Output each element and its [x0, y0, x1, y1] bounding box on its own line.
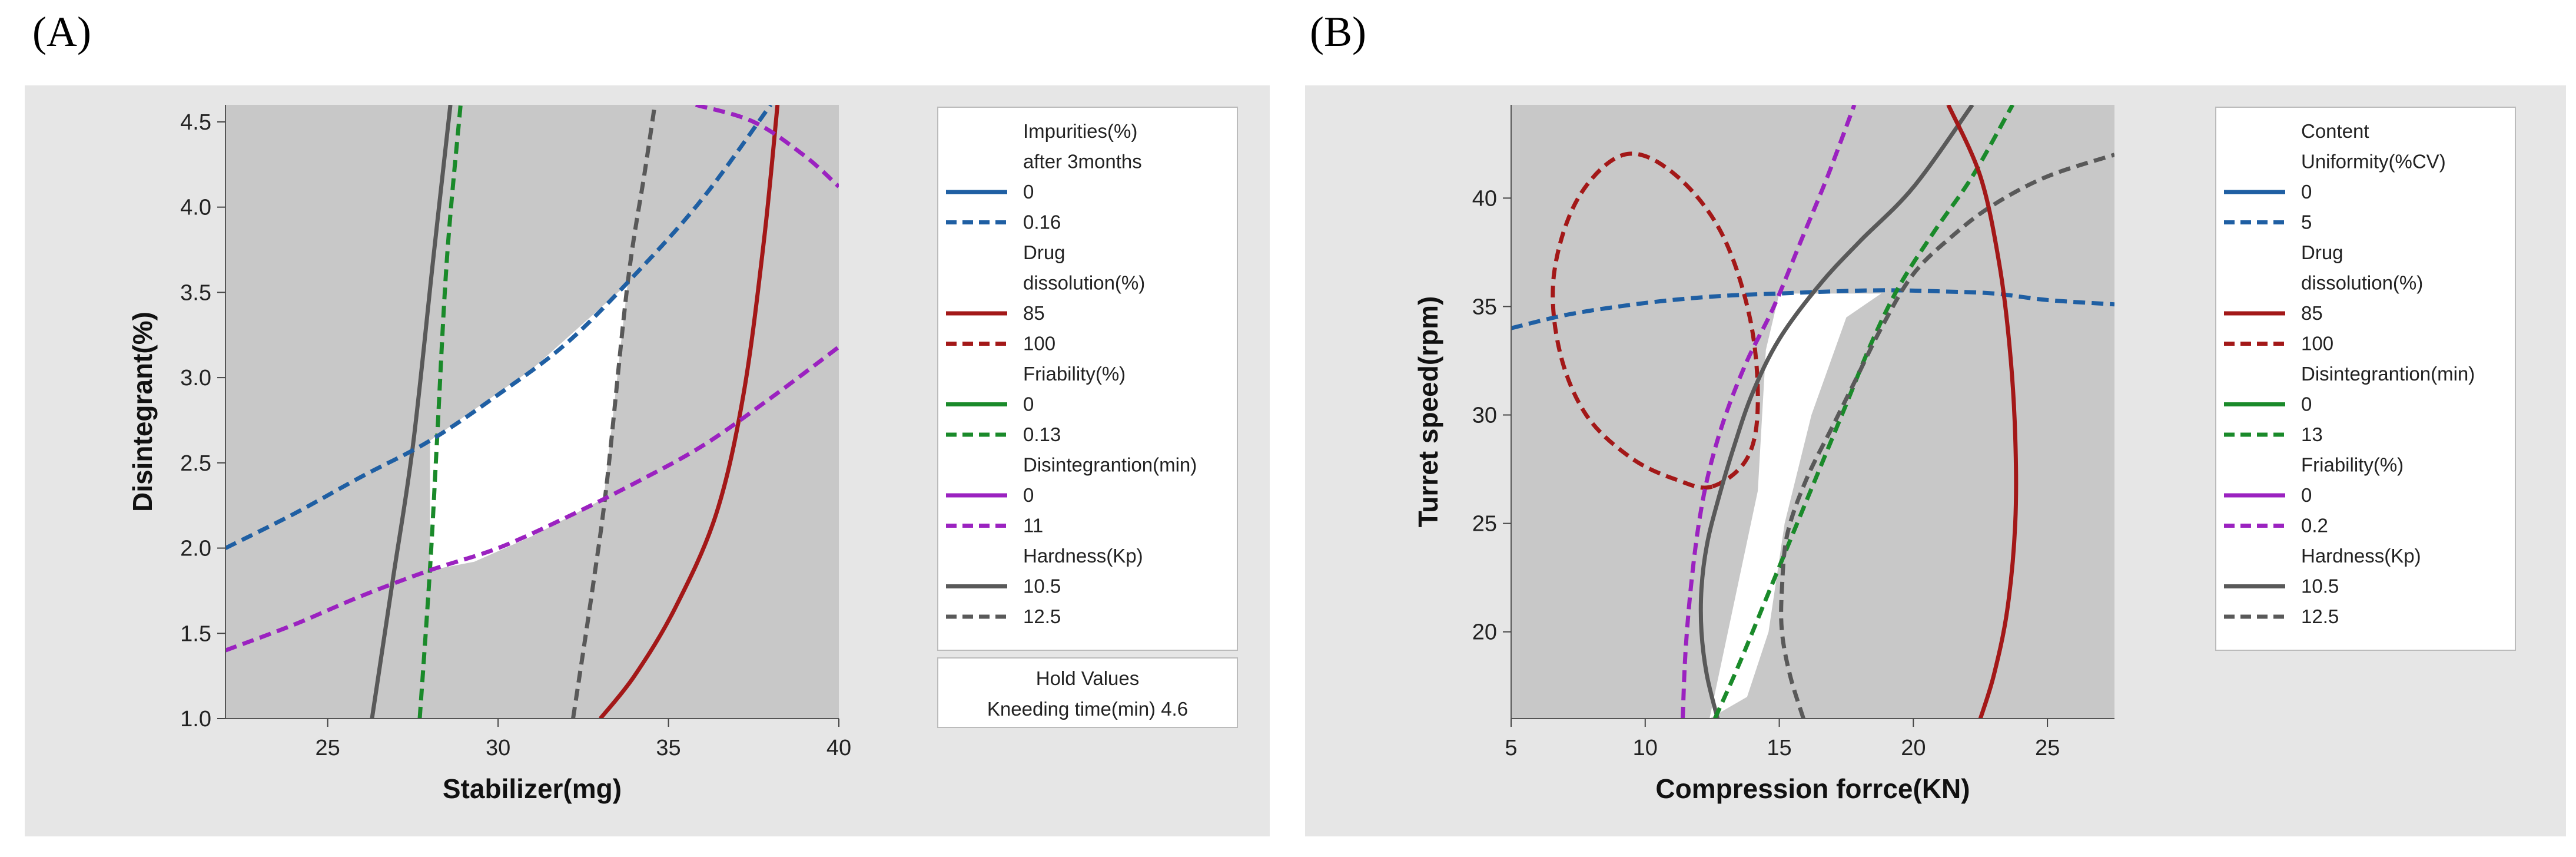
y-tick-label: 4.5: [180, 110, 211, 135]
x-tick-label: 15: [1767, 736, 1791, 760]
legend-group-title: Hardness(Kp): [2301, 545, 2421, 567]
y-tick-label: 20: [1472, 620, 1497, 645]
legend-entry-label: 10.5: [2301, 575, 2339, 597]
legend-entry-label: 0: [1023, 484, 1034, 506]
panel-a-legend: Impurities(%) after 3months 0 0.16 Drug disso…: [937, 107, 1238, 728]
legend-entry-label: 0: [2301, 484, 2312, 506]
y-tick-label: 2.5: [180, 451, 211, 476]
y-tick-label: 1.0: [180, 707, 211, 732]
x-tick-label: 25: [2035, 736, 2060, 760]
hold-values-text: Kneeding time(min) 4.6: [987, 698, 1188, 720]
panel-a: (A) 25 30 35 40 1.0 1.5 2.0 2.5 3.0 3.5 4.0 4.5 Stab…: [25, 8, 1270, 836]
legend-entry-label: 0: [1023, 393, 1034, 415]
y-tick-label: 4.0: [180, 196, 211, 220]
x-tick-label: 35: [656, 736, 680, 760]
legend-entry-label: 100: [2301, 333, 2333, 355]
legend-group-title: Impurities(%): [1023, 120, 1137, 142]
legend-group-title: Hardness(Kp): [1023, 545, 1143, 567]
legend-group-title: after 3months: [1023, 151, 1142, 173]
legend-entry-label: 0.13: [1023, 423, 1061, 445]
legend-entry-label: 0: [1023, 181, 1034, 203]
legend-group-title: Uniformity(%CV): [2301, 151, 2446, 173]
y-tick-label: 1.5: [180, 621, 211, 646]
contour-line-4: [599, 105, 780, 719]
contour-line-7: [1946, 105, 2019, 719]
feasible-region: [1709, 293, 1881, 719]
x-tick-label: 40: [826, 736, 851, 760]
y-tick-label: 35: [1472, 295, 1497, 319]
legend-entry-label: 12.5: [1023, 605, 1061, 627]
y-tick-label: 3.5: [180, 280, 211, 305]
panel-a-plot: 25 30 35 40 1.0 1.5 2.0 2.5 3.0 3.5 4.0 4.5 Stabiliz…: [127, 105, 851, 804]
panel-a-letter: (A): [32, 8, 91, 55]
legend-entry-label: 0.16: [1023, 211, 1061, 233]
y-tick-label: 25: [1472, 512, 1497, 537]
legend-entry-label: 11: [1023, 515, 1043, 537]
legend-group-title: Drug: [1023, 241, 1065, 263]
panel-b: (B) 5 10 15 20 25 20 25 30 35 40 Compression forrc…: [1305, 8, 2566, 836]
legend-entry-label: 0: [2301, 181, 2312, 203]
y-axis-label: Disintegrant(%): [127, 312, 158, 512]
hold-values-title: Hold Values: [1036, 667, 1140, 689]
x-tick-label: 10: [1633, 736, 1658, 760]
panel-b-letter: (B): [1310, 8, 1366, 55]
x-axis-label: Compression forrce(KN): [1655, 773, 1970, 804]
legend-entry-label: 13: [2301, 423, 2323, 445]
hold-values-box: [937, 657, 1238, 728]
x-tick-label: 20: [1901, 736, 1926, 760]
legend-entry-label: 10.5: [1023, 575, 1061, 597]
x-axis-label: Stabilizer(mg): [443, 773, 622, 804]
legend-entry-label: 0: [2301, 393, 2312, 415]
legend-group-title: dissolution(%): [2301, 272, 2423, 294]
legend-group-title: Friability(%): [1023, 363, 1126, 385]
y-tick-label: 2.0: [180, 537, 211, 561]
legend-entry-label: 12.5: [2301, 605, 2339, 627]
legend-entry-label: 100: [1023, 333, 1055, 355]
legend-group-title: dissolution(%): [1023, 272, 1145, 294]
y-tick-label: 3.0: [180, 366, 211, 391]
legend-box: [2215, 107, 2516, 651]
x-tick-label: 5: [1505, 736, 1517, 760]
y-tick-label: 40: [1472, 186, 1497, 211]
legend-entry-label: 85: [2301, 302, 2323, 324]
legend-group-title: Content: [2301, 120, 2369, 142]
x-tick-label: 30: [486, 736, 510, 760]
panel-b-plot: 5 10 15 20 25 20 25 30 35 40 Compression forrce(KN…: [1413, 105, 2114, 804]
y-tick-label: 30: [1472, 403, 1497, 428]
legend-entry-label: 5: [2301, 211, 2312, 233]
x-tick-label: 25: [316, 736, 340, 760]
contour-line-2: [1551, 151, 1760, 490]
legend-group-title: Disintegrantion(min): [1023, 454, 1197, 476]
legend-group-title: Disintegrantion(min): [2301, 363, 2475, 385]
plot-area: [1511, 105, 2114, 719]
contour-line-6: [225, 345, 839, 653]
contour-line-3: [571, 105, 657, 719]
legend-group-title: Friability(%): [2301, 454, 2404, 476]
contour-line-7: [695, 105, 839, 188]
panel-b-legend: Content Uniformity(%CV) 0 5 Drug dissolution(…: [2215, 107, 2516, 651]
legend-box: [937, 107, 1238, 651]
legend-entry-label: 85: [1023, 302, 1045, 324]
feasible-region: [430, 283, 628, 571]
legend-group-title: Drug: [2301, 241, 2343, 263]
contour-line-5: [225, 105, 773, 550]
legend-entry-label: 0.2: [2301, 515, 2328, 537]
contour-line-4: [1698, 105, 1974, 719]
contour-line-1: [370, 105, 453, 719]
y-axis-label: Turret speed(rpm): [1413, 296, 1443, 528]
